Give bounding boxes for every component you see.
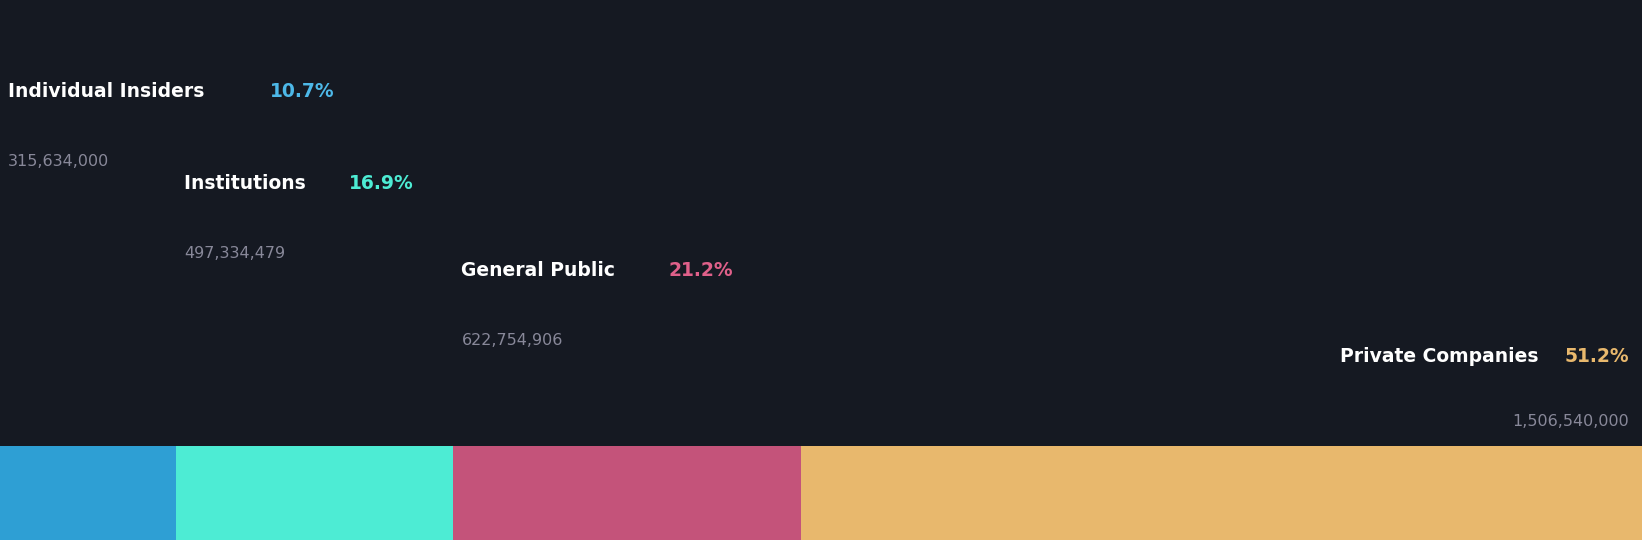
Text: 10.7%: 10.7% — [269, 82, 335, 102]
Text: General Public: General Public — [461, 260, 622, 280]
Text: Private Companies: Private Companies — [1340, 347, 1545, 366]
Text: 497,334,479: 497,334,479 — [184, 246, 286, 261]
Text: 1,506,540,000: 1,506,540,000 — [1512, 414, 1629, 429]
Bar — [453, 446, 801, 540]
Bar — [176, 446, 453, 540]
Text: 622,754,906: 622,754,906 — [461, 333, 563, 348]
Text: 315,634,000: 315,634,000 — [8, 154, 110, 170]
Text: 51.2%: 51.2% — [1565, 347, 1629, 366]
Text: 21.2%: 21.2% — [668, 260, 732, 280]
Text: 16.9%: 16.9% — [350, 174, 414, 193]
Text: Institutions: Institutions — [184, 174, 312, 193]
Bar — [0, 446, 176, 540]
Bar — [801, 446, 1642, 540]
Text: Individual Insiders: Individual Insiders — [8, 82, 212, 102]
